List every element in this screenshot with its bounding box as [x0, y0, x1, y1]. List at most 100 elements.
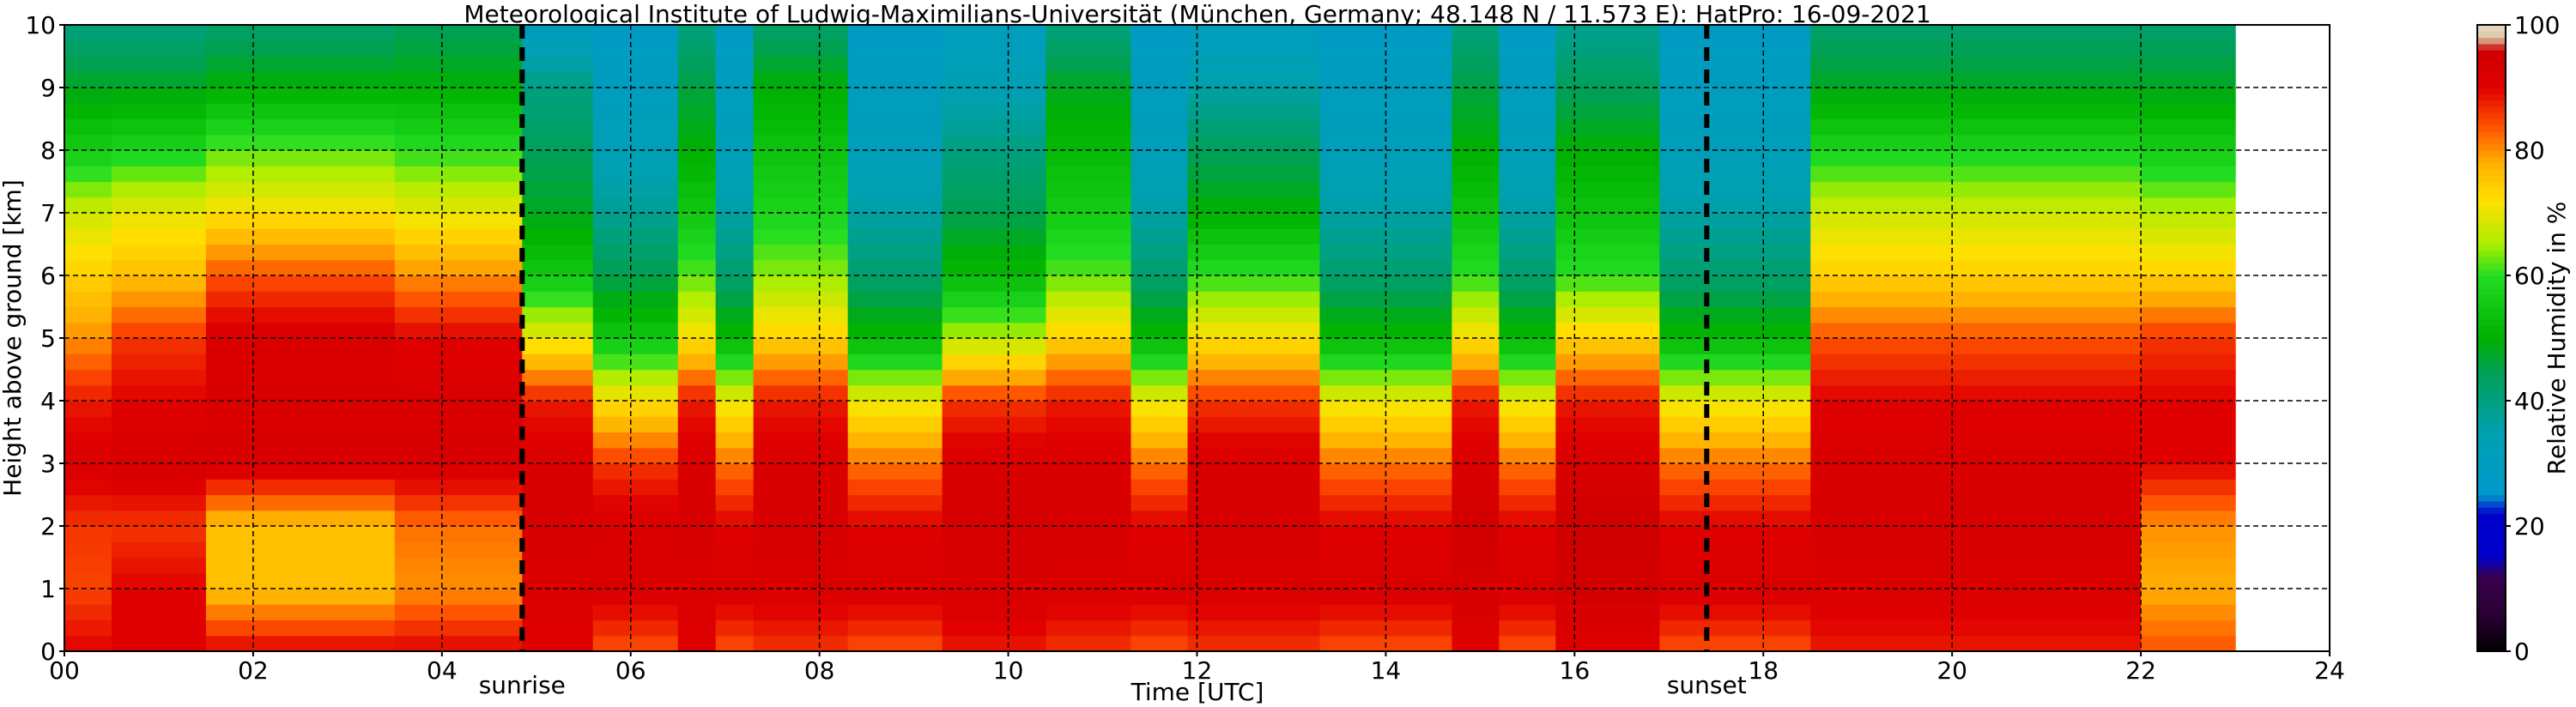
heatmap-cell — [1452, 213, 1500, 229]
heatmap-cell — [2141, 635, 2236, 652]
heatmap-cell — [942, 619, 1047, 637]
heatmap-cell — [1499, 275, 1556, 292]
colorbar-segment — [2477, 31, 2506, 39]
heatmap-cell — [1452, 589, 1500, 605]
heatmap-cell — [1130, 447, 1189, 464]
heatmap-cell — [1555, 181, 1660, 198]
heatmap-cell — [64, 338, 112, 354]
heatmap-cell — [1810, 416, 2142, 433]
heatmap-cell — [592, 432, 679, 449]
heatmap-cell — [1452, 25, 1500, 41]
heatmap-cell — [111, 181, 207, 198]
x-tick-label: 22 — [2125, 656, 2156, 685]
heatmap-cell — [394, 134, 523, 151]
heatmap-cell — [522, 88, 594, 104]
heatmap-cell — [111, 322, 207, 339]
heatmap-cell — [1659, 510, 1811, 527]
heatmap-cell — [1810, 275, 2142, 292]
heatmap-cell — [205, 166, 396, 183]
heatmap-cell — [1555, 541, 1660, 559]
heatmap-cell — [394, 103, 523, 120]
heatmap-cell — [1187, 213, 1321, 229]
heatmap-cell — [942, 604, 1047, 621]
heatmap-cell — [715, 40, 755, 57]
heatmap-cell — [753, 416, 849, 433]
heatmap-cell — [205, 589, 396, 605]
heatmap-cell — [715, 118, 755, 136]
heatmap-cell — [1130, 416, 1189, 433]
heatmap-cell — [522, 447, 594, 464]
heatmap-cell — [1187, 494, 1321, 511]
chart-title: Meteorological Institute of Ludwig-Maxim… — [464, 0, 1930, 28]
heatmap-cell — [111, 213, 207, 229]
colorbar-segment — [2477, 306, 2506, 314]
heatmap-cell — [1452, 635, 1500, 652]
heatmap-cell — [394, 447, 523, 464]
heatmap-cell — [1319, 25, 1452, 41]
heatmap-cell — [1499, 322, 1556, 339]
heatmap-cell — [1130, 526, 1189, 542]
heatmap-cell — [64, 635, 112, 652]
heatmap-cell — [1319, 589, 1452, 605]
heatmap-cell — [522, 541, 594, 559]
heatmap-cell — [1187, 118, 1321, 136]
y-tick-label: 4 — [40, 387, 56, 415]
colorbar-segment — [2477, 632, 2506, 639]
heatmap-cell — [1046, 384, 1132, 402]
heatmap-cell — [111, 619, 207, 637]
heatmap-cell — [1187, 384, 1321, 402]
y-tick-label: 8 — [40, 136, 56, 165]
heatmap-cell — [522, 432, 594, 449]
heatmap-cell — [1046, 275, 1132, 292]
heatmap-cell — [111, 416, 207, 433]
heatmap-cell — [1452, 369, 1500, 386]
heatmap-cell — [942, 541, 1047, 559]
heatmap-cell — [111, 369, 207, 386]
heatmap-cell — [1046, 134, 1132, 151]
heatmap-cell — [1499, 463, 1556, 480]
heatmap-cell — [64, 134, 112, 151]
heatmap-cell — [1659, 322, 1811, 339]
heatmap-cell — [715, 604, 755, 621]
heatmap-cell — [1130, 40, 1189, 57]
heatmap-cell — [592, 557, 679, 574]
heatmap-cell — [394, 510, 523, 527]
heatmap-cell — [205, 604, 396, 621]
y-tick-label: 9 — [40, 74, 56, 102]
heatmap-cell — [1187, 338, 1321, 354]
heatmap-cell — [1187, 463, 1321, 480]
colorbar-segment — [2477, 644, 2506, 652]
heatmap-cell — [111, 541, 207, 559]
heatmap-cell — [111, 25, 207, 41]
heatmap-cell — [205, 322, 396, 339]
heatmap-cell — [1130, 259, 1189, 276]
heatmap-cell — [64, 40, 112, 57]
heatmap-cell — [522, 354, 594, 371]
heatmap-cell — [1659, 572, 1811, 589]
x-tick-label: 18 — [1748, 656, 1779, 685]
heatmap-cell — [1659, 150, 1811, 166]
heatmap-cell — [111, 557, 207, 574]
colorbar-segment — [2477, 112, 2506, 120]
colorbar-segment — [2477, 143, 2506, 151]
heatmap-cell — [1659, 557, 1811, 574]
colorbar-segment — [2477, 181, 2506, 189]
heatmap-cell — [753, 557, 849, 574]
heatmap-cell — [847, 275, 943, 292]
heatmap-cell — [1810, 604, 2142, 621]
heatmap-cell — [1555, 259, 1660, 276]
heatmap-cell — [205, 259, 396, 276]
heatmap-cell — [677, 150, 717, 166]
heatmap-cell — [394, 181, 523, 198]
colorbar-segment — [2477, 619, 2506, 627]
heatmap-cell — [1659, 526, 1811, 542]
heatmap-cell — [1555, 244, 1660, 261]
heatmap-cell — [1452, 181, 1500, 198]
heatmap-cell — [715, 306, 755, 323]
heatmap-cell — [592, 56, 679, 73]
heatmap-cell — [753, 150, 849, 166]
x-axis-label: Time [UTC] — [1130, 678, 1264, 706]
heatmap-cell — [522, 259, 594, 276]
heatmap-cell — [1187, 71, 1321, 88]
heatmap-cell — [1187, 447, 1321, 464]
